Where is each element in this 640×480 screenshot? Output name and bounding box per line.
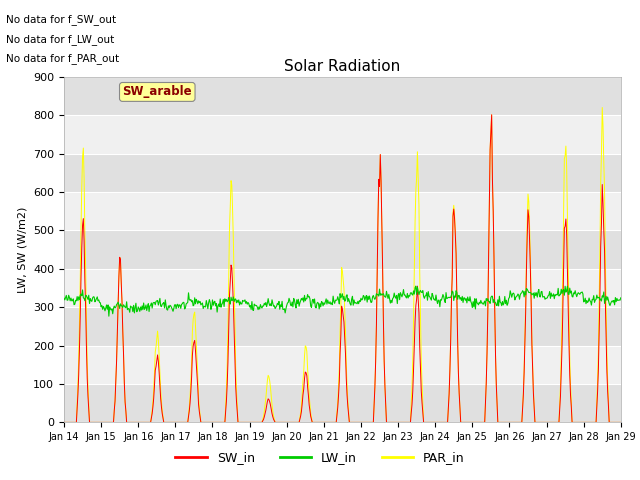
Bar (64, 192, 621, 230)
Title: Solar Radiation: Solar Radiation (284, 59, 401, 74)
Text: No data for f_SW_out: No data for f_SW_out (6, 14, 116, 25)
Text: SW_arable: SW_arable (122, 85, 192, 98)
Bar (64, 154, 621, 192)
Text: No data for f_LW_out: No data for f_LW_out (6, 34, 115, 45)
Bar (64, 384, 621, 422)
Bar (64, 77, 621, 115)
Bar (64, 269, 621, 307)
Bar (64, 115, 621, 154)
Text: No data for f_PAR_out: No data for f_PAR_out (6, 53, 120, 64)
Bar (64, 346, 621, 384)
Legend: SW_in, LW_in, PAR_in: SW_in, LW_in, PAR_in (170, 446, 470, 469)
Bar (64, 307, 621, 346)
Bar (64, 230, 621, 269)
Y-axis label: LW, SW (W/m2): LW, SW (W/m2) (17, 206, 28, 293)
